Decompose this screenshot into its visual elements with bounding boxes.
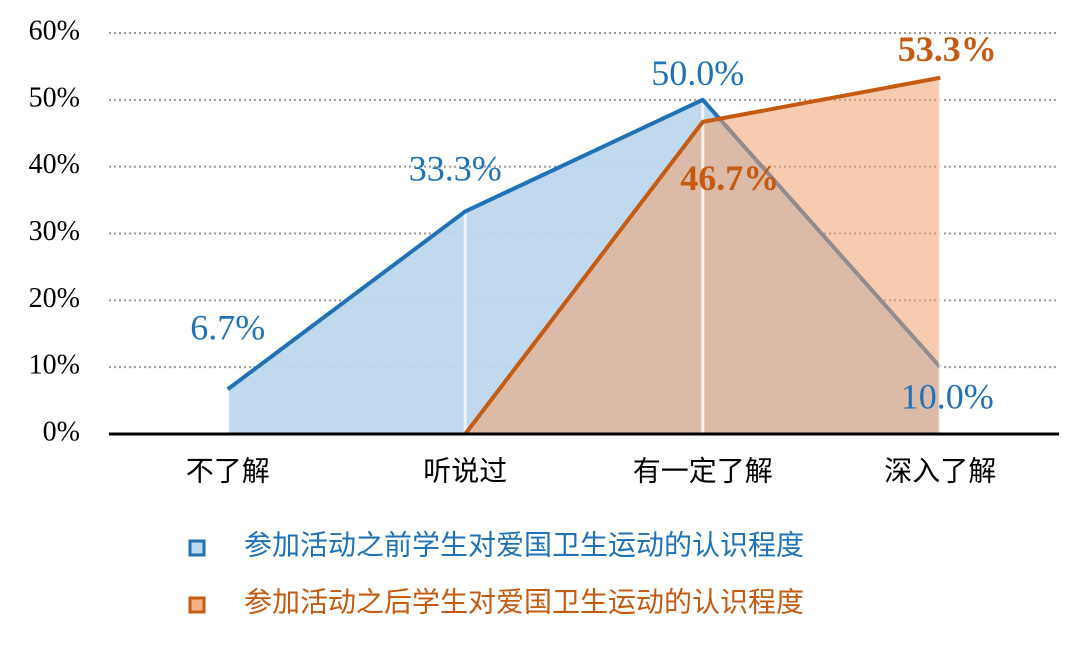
legend-label: 参加活动之前学生对爱国卫生运动的认识程度 <box>244 529 804 561</box>
series-line <box>463 75 941 436</box>
x-tick-label: 深入了解 <box>884 455 996 487</box>
y-tick-label: 40% <box>29 149 80 180</box>
y-tick-label: 20% <box>29 283 80 314</box>
value-label: 50.0% <box>651 53 744 93</box>
value-label: 53.3% <box>898 29 997 69</box>
legend-label: 参加活动之后学生对爱国卫生运动的认识程度 <box>244 586 804 618</box>
value-label: 46.7% <box>680 158 779 198</box>
value-label: 33.3% <box>409 149 502 189</box>
x-tick-label: 不了解 <box>186 455 270 487</box>
y-tick-label: 0% <box>43 416 80 447</box>
y-tick-label: 50% <box>29 82 80 113</box>
value-label: 6.7% <box>190 307 265 347</box>
x-tick-label: 听说过 <box>423 455 507 487</box>
legend-swatch <box>188 596 206 614</box>
x-tick-label: 有一定了解 <box>633 455 773 487</box>
y-tick-label: 30% <box>29 216 80 247</box>
value-label: 10.0% <box>901 376 994 416</box>
y-tick-label: 60% <box>29 15 80 46</box>
y-tick-label: 10% <box>29 350 80 381</box>
legend-swatch <box>188 539 206 557</box>
